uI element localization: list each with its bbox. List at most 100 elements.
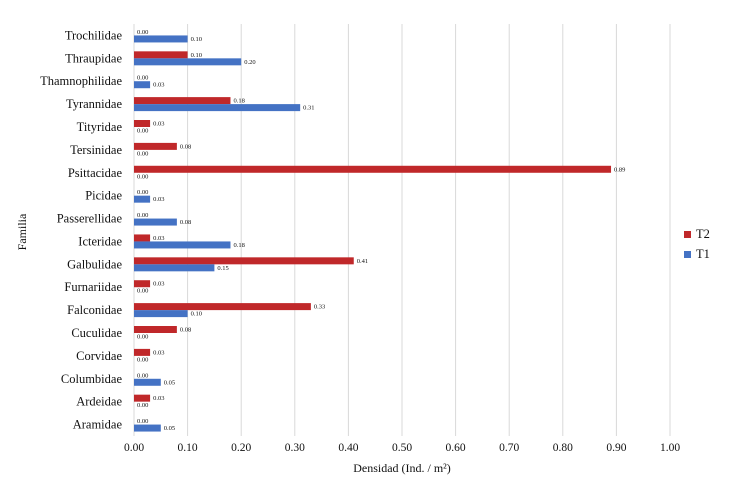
bar-t2 <box>134 326 177 333</box>
x-tick-label: 0.30 <box>285 442 305 454</box>
bar-t2 <box>134 394 151 402</box>
bar-t2 <box>134 51 188 59</box>
category-label: Trochilidae <box>65 28 123 42</box>
bar-t2 <box>134 142 177 150</box>
bar-t1 <box>134 378 161 386</box>
category-label: Columbidae <box>61 372 123 386</box>
value-label-t1: 0.00 <box>137 334 148 341</box>
bar-t2 <box>134 257 354 265</box>
value-label-t2: 0.00 <box>137 189 148 196</box>
x-tick-label: 0.20 <box>231 442 251 454</box>
x-tick-label: 0.10 <box>178 442 198 454</box>
value-label-t1: 0.00 <box>137 402 148 409</box>
category-labels: Trochilidae Thraupidae Thamnophilidae Tyran… <box>40 28 122 431</box>
value-label-t2: 0.10 <box>191 52 202 59</box>
value-label-t2: 0.08 <box>180 327 191 334</box>
bar-t1 <box>134 424 161 432</box>
x-axis-title: Densidad (Ind. / m²) <box>353 461 451 475</box>
value-label-t1: 0.00 <box>137 128 148 135</box>
category-label: Galbulidae <box>67 257 122 271</box>
bar-t1 <box>134 58 242 66</box>
value-label-t1: 0.00 <box>137 173 148 180</box>
bar-t2 <box>134 120 151 127</box>
bar-t1 <box>134 104 301 112</box>
value-labels: 0.00 0.10 0.10 0.20 0.00 0.03 0.18 0.31 0.03 0.00… <box>137 29 625 432</box>
value-label-t1: 0.05 <box>164 379 175 386</box>
value-label-t2: 0.03 <box>153 281 164 288</box>
category-label: Falconidae <box>67 303 122 317</box>
value-label-t1: 0.00 <box>137 356 148 363</box>
category-label: Corvidae <box>76 349 122 363</box>
bar-t1 <box>134 195 151 203</box>
bar-t2 <box>134 280 151 288</box>
category-label: Picidae <box>85 189 122 203</box>
value-label-t1: 0.08 <box>180 219 191 226</box>
bar-t1 <box>134 264 215 272</box>
value-label-t2: 0.00 <box>137 75 148 82</box>
value-label-t1: 0.05 <box>164 425 175 432</box>
value-label-t2: 0.00 <box>137 418 148 425</box>
y-axis-title: Familia <box>15 213 29 250</box>
category-label: Passerellidae <box>57 212 123 226</box>
legend-label-t1: T1 <box>696 247 710 261</box>
category-label: Cuculidae <box>71 326 122 340</box>
bar-t1 <box>134 218 177 226</box>
value-label-t1: 0.00 <box>137 288 148 295</box>
value-label-t1: 0.18 <box>233 242 244 249</box>
x-tick-label: 0.60 <box>446 442 466 454</box>
bar-t1 <box>134 35 188 43</box>
bar-t2 <box>134 165 612 173</box>
value-label-t1: 0.00 <box>137 150 148 157</box>
value-label-t1: 0.31 <box>303 105 314 112</box>
bars <box>134 35 612 432</box>
value-label-t2: 0.03 <box>153 395 164 402</box>
value-label-t1: 0.03 <box>153 82 164 89</box>
value-label-t2: 0.00 <box>137 29 148 36</box>
value-label-t1: 0.10 <box>191 36 202 43</box>
value-label-t1: 0.20 <box>244 59 255 66</box>
x-tick-label: 0.00 <box>124 442 144 454</box>
bar-t2 <box>134 234 151 242</box>
category-label: Ardeidae <box>76 395 122 409</box>
bar-t2 <box>134 97 231 105</box>
category-label: Tyrannidae <box>66 97 122 111</box>
value-label-t2: 0.18 <box>233 98 244 105</box>
category-label: Aramidae <box>73 418 123 432</box>
x-tick-label: 1.00 <box>660 442 680 454</box>
x-tick-label: 0.90 <box>606 442 626 454</box>
value-label-t2: 0.03 <box>153 349 164 356</box>
x-tick-label: 0.50 <box>392 442 412 454</box>
value-label-t2: 0.00 <box>137 212 148 219</box>
bar-t1 <box>134 310 188 318</box>
category-label: Icteridae <box>78 234 122 248</box>
value-label-t1: 0.10 <box>191 311 202 318</box>
x-tick-label: 0.40 <box>338 442 358 454</box>
value-label-t2: 0.33 <box>314 304 325 311</box>
value-label-t2: 0.41 <box>357 258 368 265</box>
category-label: Tityridae <box>77 120 123 134</box>
legend-label-t2: T2 <box>696 227 710 241</box>
value-label-t2: 0.89 <box>614 166 625 173</box>
value-label-t2: 0.03 <box>153 235 164 242</box>
x-tick-label: 0.70 <box>499 442 519 454</box>
x-tick-labels: 0.00 0.10 0.20 0.30 0.40 0.50 0.60 0.70 0.80 0.90… <box>124 442 680 454</box>
gridlines <box>133 24 671 436</box>
value-label-t2: 0.08 <box>180 143 191 150</box>
category-label: Thraupidae <box>65 51 122 65</box>
category-label: Furnariidae <box>64 280 122 294</box>
value-label-t2: 0.03 <box>153 121 164 128</box>
value-label-t1: 0.15 <box>217 265 228 272</box>
bar-t1 <box>134 241 231 249</box>
x-tick-label: 0.80 <box>553 442 573 454</box>
legend-swatch-t1 <box>684 251 691 258</box>
category-label: Psittacidae <box>68 166 123 180</box>
legend-swatch-t2 <box>684 231 691 238</box>
bar-t1 <box>134 81 151 89</box>
value-label-t1: 0.03 <box>153 196 164 203</box>
value-label-t2: 0.00 <box>137 372 148 379</box>
bar-t2 <box>134 303 311 311</box>
category-label: Tersinidae <box>70 143 122 157</box>
category-label: Thamnophilidae <box>40 74 122 88</box>
